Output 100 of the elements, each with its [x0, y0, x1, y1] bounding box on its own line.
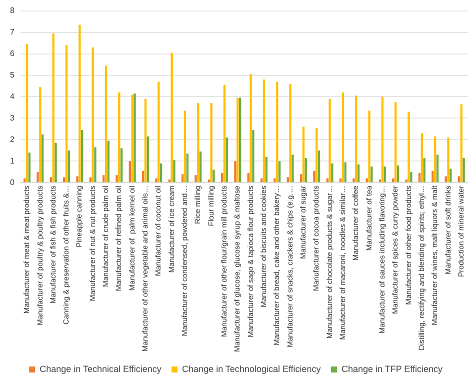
y-tick-label: 8: [10, 6, 15, 16]
bar: [331, 163, 334, 182]
bar: [104, 66, 108, 182]
bar: [52, 33, 54, 182]
bar: [276, 82, 278, 182]
bar: [436, 154, 439, 182]
bar: [278, 161, 281, 182]
bar: [144, 98, 147, 182]
bar: [236, 98, 239, 182]
bar: [68, 150, 70, 182]
bar: [36, 172, 39, 182]
bar: [450, 168, 452, 182]
bar: [247, 173, 250, 182]
bar: [396, 165, 400, 182]
bar: [76, 176, 78, 182]
bar: [392, 178, 394, 182]
bar: [181, 174, 184, 182]
bar: [357, 164, 360, 182]
bar: [423, 158, 426, 182]
bar: [352, 178, 355, 182]
bar: [381, 96, 384, 182]
bar: [94, 147, 96, 182]
legend-label: Change in Technical Efficiency: [40, 364, 162, 374]
bar: [81, 130, 84, 182]
bar: [252, 130, 254, 182]
bar: [220, 173, 224, 182]
bar: [158, 82, 160, 182]
bar: [116, 175, 118, 182]
bar: [212, 170, 215, 182]
bar: [289, 84, 292, 182]
bar: [434, 136, 436, 182]
y-tick-label: 2: [10, 134, 15, 144]
bar: [186, 154, 188, 182]
bar: [54, 142, 57, 182]
bar: [418, 173, 421, 182]
bar: [26, 44, 28, 182]
bar: [447, 138, 450, 182]
bar: [342, 92, 344, 182]
bar: [197, 103, 200, 182]
bar: [226, 138, 228, 182]
bar: [142, 170, 144, 182]
bar: [107, 140, 110, 182]
bar: [184, 110, 186, 182]
bar: [42, 134, 44, 182]
bar: [460, 104, 463, 182]
bar: [155, 178, 158, 182]
bar: [146, 136, 149, 182]
bar: [170, 52, 173, 182]
bar: [134, 94, 136, 182]
bar: [394, 102, 397, 182]
bar: [313, 170, 316, 182]
bar: [420, 133, 424, 182]
bar: [102, 175, 105, 182]
bar: [160, 163, 162, 182]
bar: [210, 103, 212, 182]
bar: [265, 156, 268, 182]
bar: [78, 24, 81, 182]
bar: [128, 161, 132, 182]
bar: [432, 170, 434, 182]
y-tick-label: 0: [10, 178, 15, 187]
bar: [344, 162, 346, 182]
bar: [199, 152, 202, 182]
bar: [238, 98, 242, 182]
bar: [274, 178, 276, 182]
bar: [262, 80, 266, 182]
bar: [28, 152, 31, 182]
bar: [355, 96, 358, 182]
bar: [444, 176, 447, 182]
bar: [462, 158, 465, 182]
bar: [250, 74, 252, 182]
bar: [304, 158, 307, 182]
bar: [316, 128, 318, 182]
y-tick-label: 5: [10, 70, 15, 80]
y-tick-label: 7: [10, 27, 15, 36]
bar: [408, 112, 410, 182]
bar: [370, 166, 373, 182]
legend-label: Change in Technological Efficiency: [182, 364, 322, 374]
bar: [65, 45, 68, 182]
bar: [302, 126, 305, 182]
y-tick-label: 6: [10, 48, 15, 58]
bar: [223, 84, 226, 182]
bar: [328, 98, 331, 182]
bar: [292, 154, 294, 182]
y-tick-label: 4: [10, 92, 15, 101]
bar: [131, 94, 134, 182]
bar: [173, 160, 176, 182]
bar: [234, 161, 236, 182]
bar: [458, 176, 460, 182]
y-tick-label: 3: [10, 113, 15, 122]
bar: [118, 92, 120, 182]
bar: [318, 150, 320, 182]
bar: [194, 175, 197, 182]
bar: [300, 174, 302, 182]
bar: [384, 166, 386, 182]
bar: [410, 172, 412, 182]
y-tick-label: 1: [10, 156, 15, 166]
bar: [368, 110, 370, 182]
bar: [92, 47, 94, 182]
bar: [120, 148, 123, 182]
legend-label: Change in TFP Efficiency: [341, 364, 444, 374]
